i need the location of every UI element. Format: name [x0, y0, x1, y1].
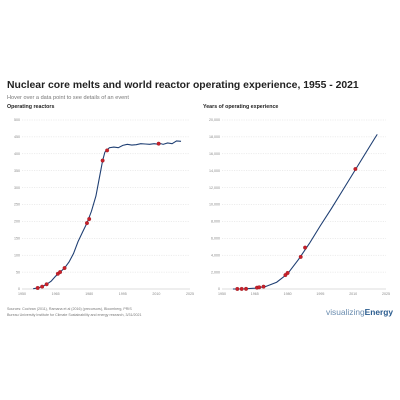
left-y-tick-label: 250 [14, 203, 20, 207]
left-event-point[interactable] [105, 148, 110, 153]
right-event-point[interactable] [298, 254, 303, 259]
left-y-tick-label: 0 [18, 287, 20, 291]
left-event-point[interactable] [40, 284, 45, 289]
right-y-tick-label: 12,000 [209, 186, 220, 190]
left-y-tick-label: 200 [14, 220, 20, 224]
right-event-point[interactable] [239, 286, 244, 291]
left-y-tick-label: 300 [14, 186, 20, 190]
right-event-point[interactable] [235, 287, 240, 291]
right-event-point[interactable] [261, 284, 266, 289]
right-event-point[interactable] [353, 167, 358, 171]
right-x-tick-label: 1980 [284, 292, 292, 296]
right-event-point[interactable] [303, 245, 308, 250]
left-event-point[interactable] [87, 217, 92, 221]
left-x-tick-label: 1965 [52, 292, 60, 296]
source-note-line2: Bureau University Institute for Climate … [7, 313, 142, 317]
source-note-line1: Sources: Cochran (2011), Ramana et al (2… [7, 307, 132, 311]
right-chart-title: Years of operating experience [203, 104, 279, 110]
left-event-point[interactable] [35, 286, 40, 290]
left-x-tick-label: 1995 [119, 292, 127, 296]
right-event-point[interactable] [257, 285, 262, 290]
right-series-line [232, 134, 378, 290]
left-event-point[interactable] [44, 282, 49, 287]
left-chart-title: Operating reactors [7, 104, 55, 110]
left-y-tick-label: 350 [14, 169, 20, 173]
page-subtitle: Hover over a data point to see details o… [7, 95, 129, 101]
left-y-tick-label: 450 [14, 135, 20, 139]
left-x-tick-label: 2010 [152, 292, 160, 296]
left-event-point[interactable] [62, 266, 67, 270]
right-y-tick-label: 6,000 [211, 237, 220, 241]
left-event-point[interactable] [100, 158, 105, 163]
left-event-point[interactable] [58, 270, 63, 275]
right-y-tick-label: 8,000 [211, 220, 220, 224]
right-y-tick-label: 2,000 [211, 270, 220, 274]
right-x-tick-label: 1950 [218, 292, 226, 296]
right-y-tick-label: 14,000 [209, 169, 220, 173]
right-y-tick-label: 18,000 [209, 135, 220, 139]
logo-text-part1: visualizing [326, 307, 365, 317]
right-x-tick-label: 2025 [382, 292, 390, 296]
page-title: Nuclear core melts and world reactor ope… [7, 80, 359, 91]
right-x-tick-label: 1995 [316, 292, 324, 296]
right-y-tick-label: 10,000 [209, 203, 220, 207]
right-y-tick-label: 0 [218, 287, 220, 291]
right-event-point[interactable] [244, 286, 249, 291]
left-y-tick-label: 150 [14, 237, 20, 241]
left-y-tick-label: 50 [16, 270, 20, 274]
visualizing-energy-logo[interactable]: visualizingEnergy [326, 307, 393, 317]
right-x-tick-label: 1965 [251, 292, 259, 296]
left-x-tick-label: 1980 [85, 292, 93, 296]
left-event-point[interactable] [85, 221, 89, 226]
left-y-tick-label: 500 [14, 118, 20, 122]
right-event-point[interactable] [285, 270, 290, 275]
left-event-point[interactable] [156, 141, 161, 146]
right-x-tick-label: 2010 [349, 292, 357, 296]
right-y-tick-label: 16,000 [209, 152, 220, 156]
right-y-tick-label: 20,000 [209, 118, 220, 122]
left-x-tick-label: 1950 [18, 292, 26, 296]
left-y-tick-label: 100 [14, 253, 20, 257]
logo-text-part2: Energy [364, 307, 394, 317]
left-y-tick-label: 400 [14, 152, 20, 156]
right-y-tick-label: 4,000 [211, 253, 220, 257]
left-x-tick-label: 2025 [186, 292, 194, 296]
